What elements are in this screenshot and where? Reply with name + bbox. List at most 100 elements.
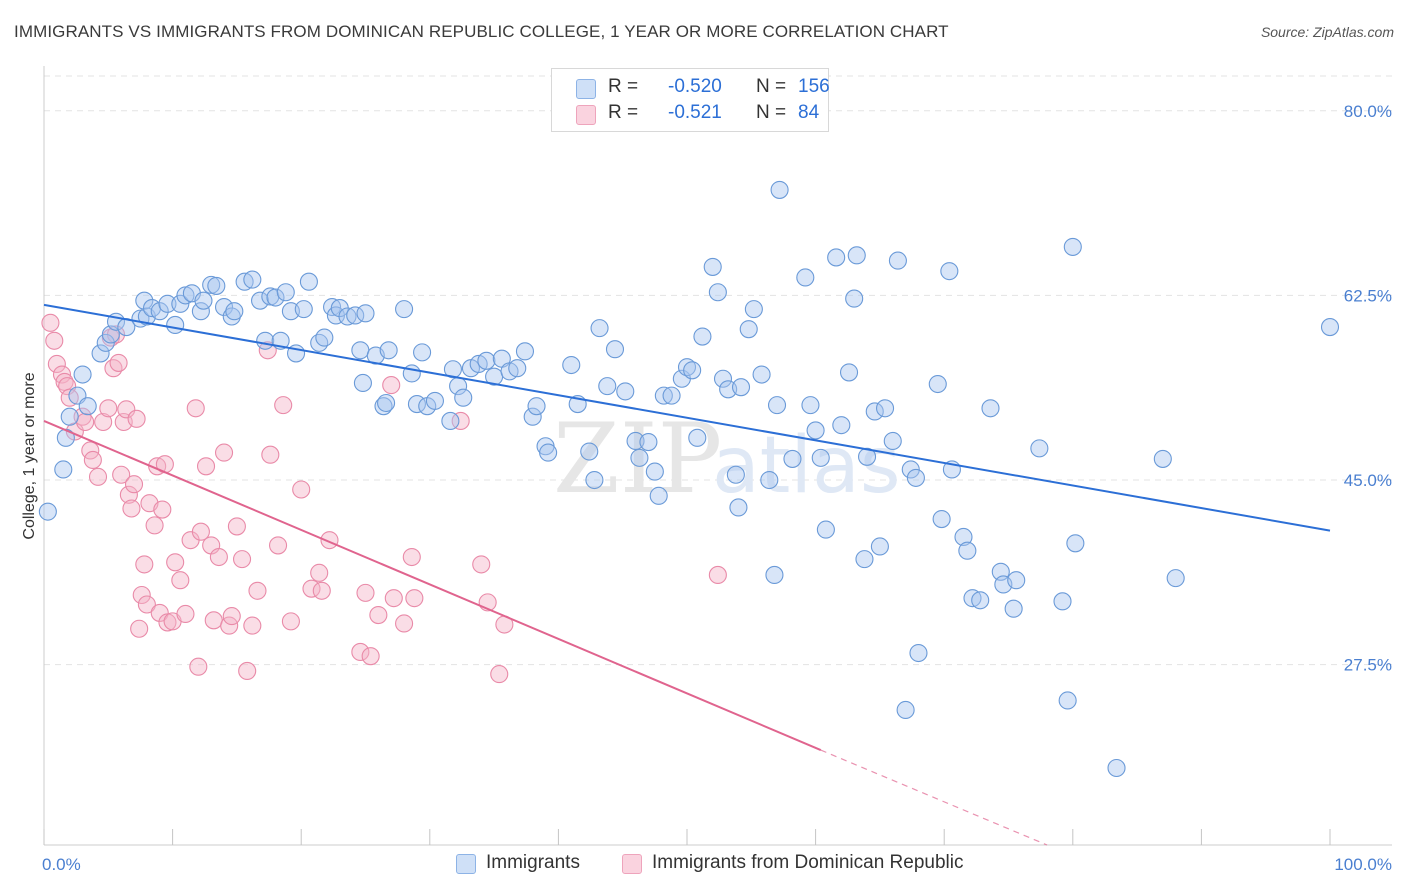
data-point-immigrants	[1058, 691, 1077, 710]
data-point-immigrants	[816, 520, 835, 539]
data-point-dominican	[227, 517, 246, 536]
data-point-dominican	[451, 411, 470, 430]
data-point-dominican	[132, 585, 151, 605]
series-immigrants-points	[38, 180, 1340, 778]
data-point-dominican	[52, 365, 72, 384]
data-point-immigrants	[765, 565, 784, 585]
data-point-dominican	[41, 313, 60, 332]
data-point-immigrants	[395, 300, 414, 319]
data-point-dominican	[76, 412, 95, 432]
legend-r-label: R =	[608, 76, 639, 97]
data-point-immigrants	[729, 498, 748, 517]
legend-swatch-dominican	[576, 105, 596, 125]
series-legend: Immigrants Immigrants from Dominican Rep…	[0, 852, 1406, 876]
data-point-dominican	[384, 589, 403, 608]
data-point-immigrants	[855, 550, 874, 569]
data-point-immigrants	[266, 288, 285, 307]
data-point-dominican	[104, 359, 123, 378]
data-point-immigrants	[171, 294, 190, 313]
series-dominican-points	[41, 313, 727, 684]
data-point-immigrants	[906, 468, 925, 487]
data-point-immigrants	[1320, 318, 1340, 337]
data-point-immigrants	[654, 386, 673, 405]
data-point-immigrants	[508, 359, 527, 378]
data-point-immigrants	[1153, 449, 1172, 468]
data-point-immigrants	[1107, 758, 1126, 778]
source-credit: Source: ZipAtlas.com	[1260, 24, 1394, 40]
data-point-immigrants	[135, 291, 154, 310]
data-point-immigrants	[191, 302, 210, 321]
data-point-dominican	[189, 657, 208, 676]
data-point-dominican	[196, 457, 216, 476]
legend-r-value: -0.521	[668, 102, 722, 123]
legend-label-dominican: Immigrants from Dominican Republic	[652, 852, 964, 873]
data-point-dominican	[124, 475, 144, 494]
data-point-dominican	[171, 571, 190, 590]
data-point-dominican	[153, 500, 172, 519]
data-point-immigrants	[166, 315, 185, 334]
data-point-immigrants	[901, 460, 920, 479]
data-point-immigrants	[630, 448, 649, 467]
data-point-immigrants	[811, 448, 830, 467]
data-point-dominican	[405, 589, 424, 608]
data-point-immigrants	[353, 373, 372, 393]
data-point-dominican	[112, 465, 131, 484]
data-point-dominican	[204, 611, 223, 630]
data-point-immigrants	[1007, 571, 1026, 590]
data-point-immigrants	[73, 365, 92, 384]
data-point-immigrants	[857, 447, 877, 466]
data-point-immigrants	[752, 365, 771, 384]
data-point-immigrants	[91, 344, 110, 363]
correlation-legend: R = -0.520 N = 156 R = -0.521 N = 84	[551, 68, 830, 132]
legend-swatch-immigrants	[576, 79, 596, 99]
data-point-dominican	[402, 547, 421, 567]
data-point-dominican	[274, 396, 293, 415]
legend-n-label: N =	[756, 76, 787, 97]
data-point-immigrants	[323, 297, 342, 317]
data-point-immigrants	[299, 272, 318, 291]
data-point-dominican	[361, 647, 380, 666]
data-point-immigrants	[214, 297, 234, 317]
data-point-immigrants	[605, 340, 625, 359]
data-point-dominican	[99, 399, 118, 418]
data-point-immigrants	[96, 333, 115, 352]
data-point-dominican	[243, 616, 262, 635]
data-point-immigrants	[958, 541, 977, 560]
y-tick-label: 62.5%	[1344, 286, 1392, 305]
data-point-immigrants	[981, 399, 1000, 418]
data-point-dominican	[232, 550, 252, 569]
data-point-immigrants	[801, 396, 820, 415]
y-tick-labels: 27.5% 45.0% 62.5% 80.0%	[1344, 102, 1392, 675]
data-point-immigrants	[875, 399, 895, 418]
legend-r-label: R =	[608, 102, 639, 123]
data-point-immigrants	[839, 363, 859, 382]
legend-r-value: -0.520	[668, 76, 722, 97]
data-point-immigrants	[585, 470, 604, 490]
data-point-immigrants	[827, 248, 846, 267]
data-point-dominican	[312, 581, 331, 600]
data-point-dominican	[356, 583, 375, 602]
data-point-immigrants	[315, 328, 334, 347]
data-point-immigrants	[693, 327, 712, 346]
y-tick-label: 27.5%	[1344, 656, 1392, 675]
data-point-immigrants	[379, 341, 398, 360]
data-point-immigrants	[539, 443, 558, 462]
data-point-immigrants	[225, 302, 244, 321]
data-point-immigrants	[649, 486, 668, 505]
data-point-immigrants	[276, 283, 295, 302]
data-point-immigrants	[374, 397, 393, 416]
data-point-dominican	[214, 443, 234, 462]
data-point-immigrants	[645, 462, 664, 481]
data-point-immigrants	[744, 300, 763, 319]
data-point-immigrants	[767, 396, 787, 415]
data-point-dominican	[369, 605, 388, 625]
data-point-immigrants	[176, 286, 195, 305]
x-tick-label: 0.0%	[42, 855, 81, 874]
data-point-immigrants	[703, 257, 722, 276]
data-point-immigrants	[796, 268, 815, 287]
data-point-immigrants	[194, 291, 213, 310]
data-point-immigrants	[413, 343, 432, 362]
data-point-dominican	[109, 353, 128, 372]
data-point-immigrants	[677, 358, 697, 377]
